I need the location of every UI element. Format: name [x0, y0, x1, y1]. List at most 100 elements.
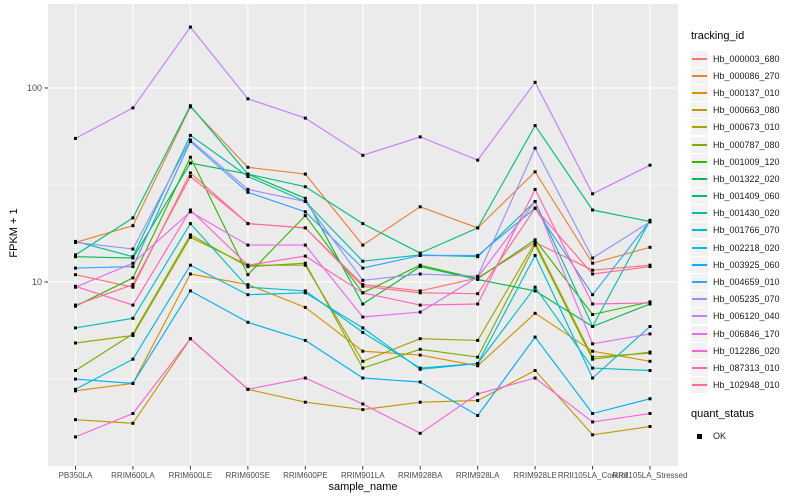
data-point: [591, 412, 595, 415]
data-point: [533, 369, 537, 372]
data-point: [361, 222, 365, 226]
data-point: [418, 347, 422, 351]
x-tick-label: RRIM928BA: [398, 471, 443, 480]
data-point: [476, 364, 480, 368]
data-point: [418, 251, 422, 255]
legend-line-swatch-icon: [692, 177, 707, 180]
data-point: [188, 138, 192, 142]
legend-line-swatch-icon: [692, 143, 707, 146]
legend-line-swatch-icon: [692, 298, 707, 301]
data-point: [533, 240, 537, 244]
data-point: [361, 359, 365, 363]
data-point: [74, 136, 77, 140]
legend-entry-label: Hb_000137_010: [713, 87, 780, 98]
x-axis-title: sample_name: [328, 481, 398, 493]
x-tick-label: RRIM600LA: [111, 471, 155, 480]
legend-line-swatch-icon: [692, 91, 707, 94]
legend-line-swatch-icon: [692, 212, 707, 215]
legend-entry: Hb_087313_010: [691, 359, 799, 376]
legend-line-swatch-icon: [692, 281, 707, 284]
legend-line-swatch-icon: [692, 263, 707, 266]
data-point: [476, 355, 480, 359]
data-point: [591, 302, 595, 306]
data-point: [303, 243, 307, 247]
legend-entries: Hb_000003_680 Hb_000086_270 Hb_000137_010 H…: [691, 50, 799, 394]
legend-key: [691, 84, 708, 101]
legend-line-swatch-icon: [692, 315, 707, 318]
data-point: [303, 210, 307, 214]
data-point: [361, 402, 365, 406]
legend-entry-label: Hb_003925_060: [713, 259, 780, 270]
data-point: [591, 192, 595, 196]
data-point: [246, 172, 250, 176]
data-point: [533, 285, 537, 289]
legend-entry: Hb_102948_010: [691, 377, 799, 394]
legend-key: [691, 274, 708, 291]
legend-title-quant-status: quant_status: [691, 407, 754, 420]
data-point: [361, 302, 365, 306]
data-point: [131, 216, 135, 220]
data-point: [533, 187, 537, 191]
data-point: [418, 310, 422, 314]
data-point: [418, 400, 422, 404]
data-point: [361, 259, 365, 263]
data-point: [476, 254, 480, 257]
data-point: [131, 285, 135, 289]
data-point: [131, 334, 135, 337]
data-point: [591, 355, 595, 359]
data-point: [591, 293, 595, 297]
x-tick-label: RRIM901LA: [341, 471, 385, 480]
legend-entry-label: Hb_001409_060: [713, 191, 780, 202]
x-tick-label: PB350LA: [59, 471, 93, 480]
data-point: [361, 153, 365, 157]
data-point: [131, 224, 135, 228]
data-point: [361, 315, 365, 319]
legend-line-swatch-icon: [692, 384, 707, 387]
data-point: [361, 283, 365, 287]
data-point: [246, 283, 250, 287]
data-point: [303, 261, 307, 265]
data-point: [361, 330, 365, 334]
legend-entry: Hb_001322_020: [691, 170, 799, 187]
data-point: [303, 254, 307, 258]
data-point: [533, 238, 537, 242]
legend-line-swatch-icon: [692, 349, 707, 352]
y-tick-label: 100: [27, 83, 42, 93]
legend-line-swatch-icon: [692, 109, 707, 112]
legend-key: [691, 50, 708, 67]
data-point: [303, 338, 307, 342]
data-point: [648, 301, 652, 305]
legend-key: [691, 205, 708, 222]
legend-entry-label: Hb_001766_070: [713, 225, 780, 236]
data-point: [533, 80, 537, 84]
x-tick-label: RRIM928LA: [456, 471, 500, 480]
data-point: [533, 289, 537, 293]
legend-entry-label: Hb_000086_270: [713, 70, 780, 81]
legend-entry: Hb_000673_010: [691, 119, 799, 136]
legend-key: [691, 188, 708, 205]
x-tick-label: RRII105LA_Control: [558, 471, 628, 480]
data-point: [591, 420, 595, 424]
data-point: [188, 25, 192, 29]
data-point: [418, 431, 422, 435]
legend-line-swatch-icon: [692, 366, 707, 369]
legend-key: [691, 67, 708, 84]
legend-line-swatch-icon: [692, 229, 707, 232]
data-point: [648, 245, 652, 249]
data-point: [591, 376, 595, 380]
data-point: [648, 265, 652, 269]
data-point: [303, 291, 307, 295]
data-point: [476, 338, 480, 342]
data-point: [131, 412, 135, 415]
data-point: [418, 265, 422, 269]
data-point: [533, 243, 537, 247]
data-point: [131, 357, 135, 361]
legend-entry: Hb_006120_040: [691, 308, 799, 325]
data-point: [188, 161, 192, 165]
legend-entry-label: Hb_002218_020: [713, 242, 780, 253]
data-point: [418, 337, 422, 341]
data-point: [648, 350, 652, 354]
data-point: [131, 303, 135, 307]
data-point: [361, 326, 365, 330]
data-point: [74, 369, 77, 372]
